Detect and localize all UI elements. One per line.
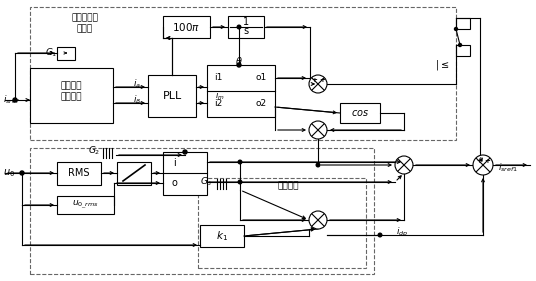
Text: o1: o1 [255,74,266,83]
Text: $\theta$: $\theta$ [235,55,243,67]
Text: $k_1$: $k_1$ [216,229,228,243]
Text: i: i [173,158,175,168]
Circle shape [237,25,241,29]
Circle shape [309,211,327,229]
Text: $i_{dp}$: $i_{dp}$ [396,225,408,239]
Text: 补偿电流锁: 补偿电流锁 [72,13,99,22]
Circle shape [473,155,493,175]
Bar [207,65,275,117]
Bar [148,75,196,117]
Bar [30,7,456,140]
Text: $G_2$: $G_2$ [88,145,100,157]
Circle shape [183,150,187,154]
Text: $100\pi$: $100\pi$ [172,21,200,33]
Text: $G_1$: $G_1$ [45,47,57,59]
Text: 正交信号: 正交信号 [60,81,82,90]
Circle shape [13,98,17,102]
Text: o: o [171,178,177,188]
Circle shape [458,44,461,46]
Circle shape [378,233,382,237]
Circle shape [316,163,320,167]
Text: $i_{sref1}$: $i_{sref1}$ [498,162,518,174]
Bar [117,162,151,185]
Circle shape [20,171,24,175]
Circle shape [309,121,327,139]
Circle shape [238,180,242,184]
Text: 阻尼电流: 阻尼电流 [278,182,300,191]
Text: $cos$: $cos$ [351,108,369,118]
Bar [163,152,207,195]
Text: +: + [484,158,490,164]
Text: $i_\beta$: $i_\beta$ [133,94,142,106]
Bar [163,16,210,38]
Text: s: s [243,26,249,36]
Text: $i_m$: $i_m$ [215,90,225,102]
Text: 1: 1 [243,17,249,27]
Text: 存电路: 存电路 [77,24,93,33]
Text: +: + [476,158,482,164]
Bar [30,148,374,274]
Bar [456,18,470,29]
Text: $|{\leq}$: $|{\leq}$ [435,58,449,72]
Text: $u_0$: $u_0$ [3,167,15,179]
Bar [57,162,101,185]
Circle shape [309,75,327,93]
Circle shape [395,156,413,174]
Text: RMS: RMS [68,168,90,178]
Text: $u_{0\_rms}$: $u_{0\_rms}$ [72,199,99,211]
Bar [57,196,114,214]
Text: i2: i2 [214,99,222,108]
Text: PLL: PLL [162,91,182,101]
Text: i1: i1 [214,74,222,83]
Bar [228,16,264,38]
Text: $G_3$: $G_3$ [200,176,212,188]
Bar [30,68,113,123]
Circle shape [455,28,458,31]
Circle shape [238,160,242,164]
Text: $i_a$: $i_a$ [133,78,141,90]
Bar [340,103,380,123]
Text: 发生电路: 发生电路 [60,92,82,101]
Bar [198,178,366,268]
Circle shape [237,63,241,67]
Text: o2: o2 [256,99,266,108]
Text: +: + [319,77,325,83]
Bar [57,47,75,60]
Bar [456,45,470,56]
Bar [200,225,244,247]
Text: $i_{sref}$: $i_{sref}$ [3,94,20,106]
Text: +: + [311,77,317,83]
